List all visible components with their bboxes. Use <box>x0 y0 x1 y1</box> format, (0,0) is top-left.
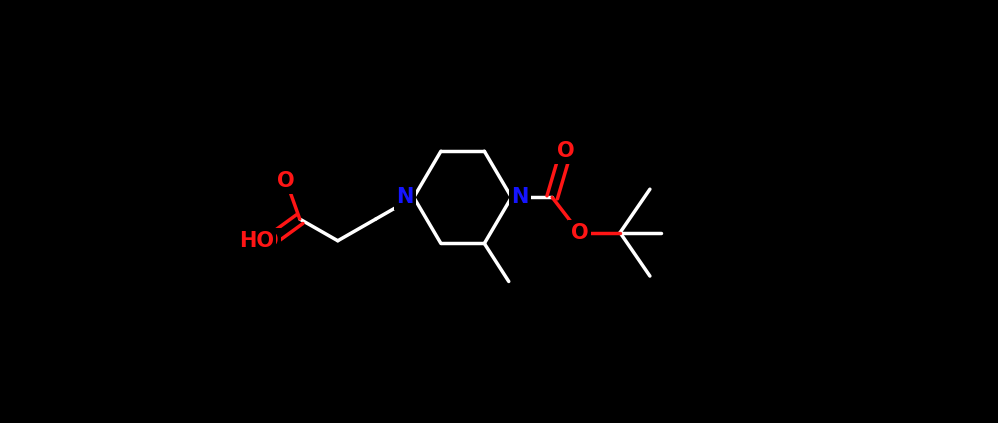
Text: HO: HO <box>239 231 273 251</box>
Text: O: O <box>261 231 278 251</box>
Text: O: O <box>557 141 575 161</box>
Text: N: N <box>511 187 529 207</box>
Text: O: O <box>277 171 295 191</box>
Text: O: O <box>571 222 588 243</box>
Text: N: N <box>396 187 414 207</box>
